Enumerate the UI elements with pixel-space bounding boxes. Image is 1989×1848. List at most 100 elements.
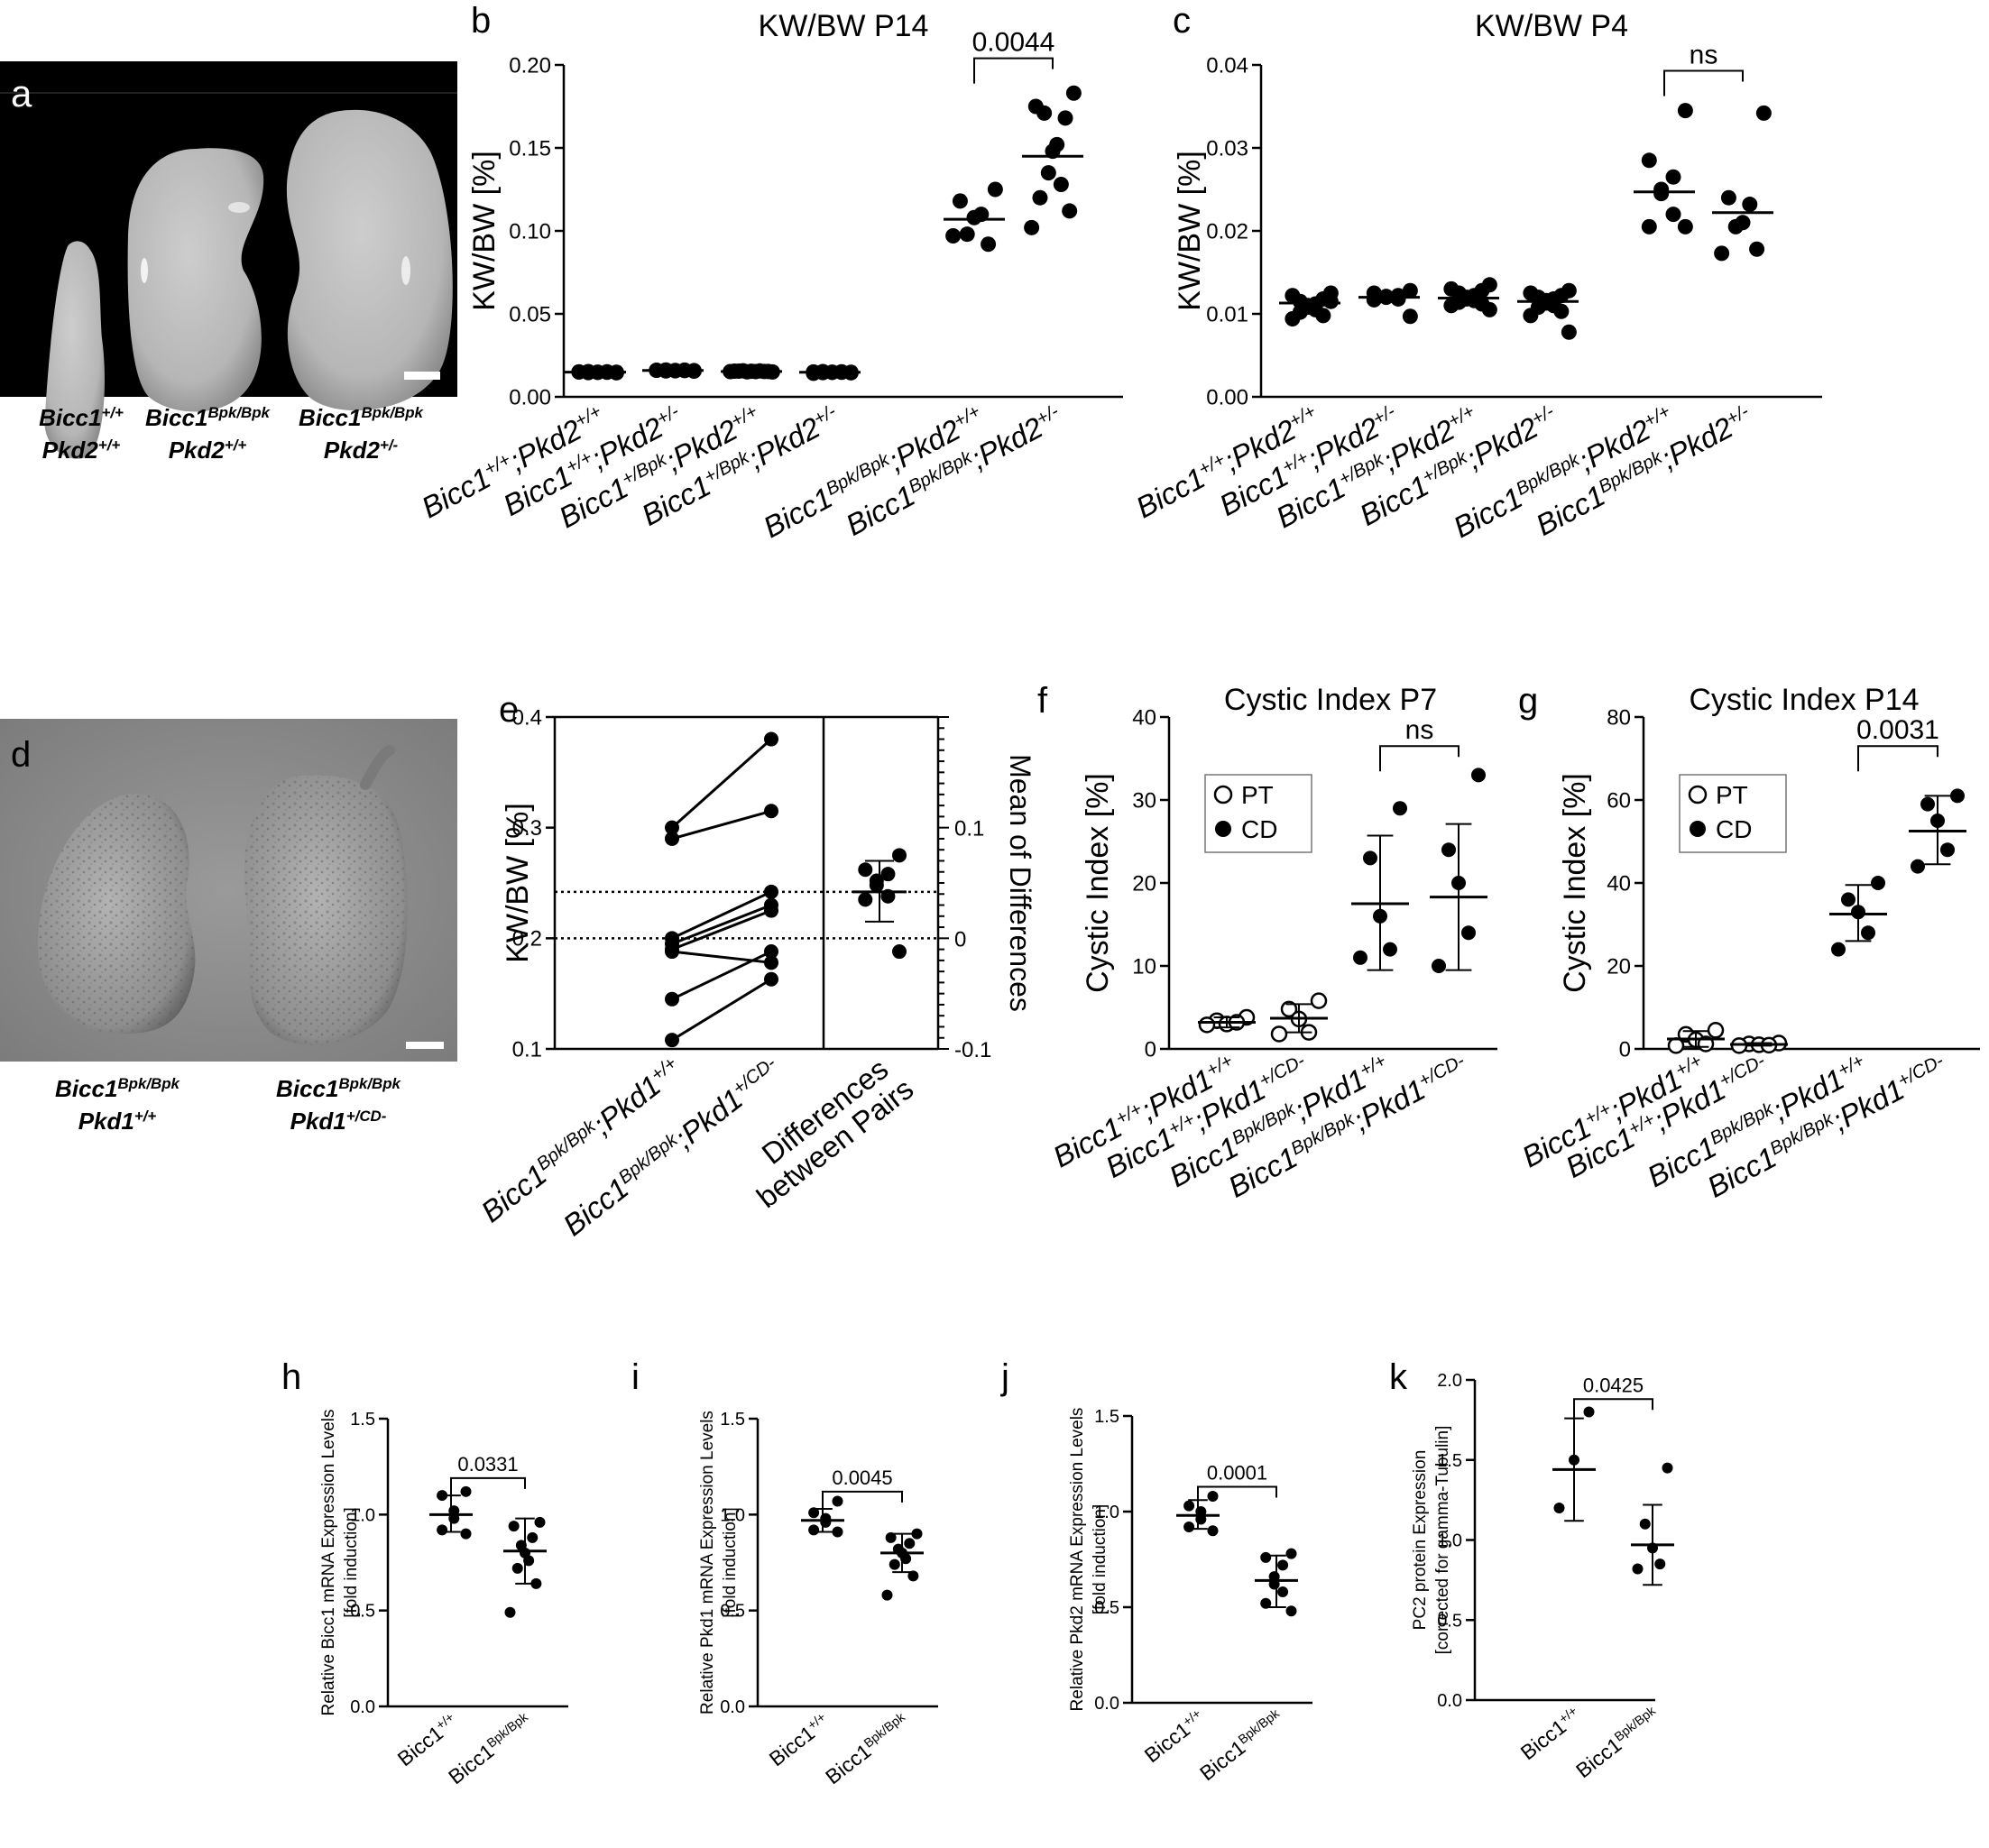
y-axis-label: Relative Pkd1 mRNA Expression Levels [698, 1411, 717, 1715]
y-tick-label: 1.5 [1094, 1407, 1119, 1427]
right-tick-label: 0.1 [954, 817, 984, 841]
p-value-label: ns [1405, 715, 1434, 745]
chart-e: 0.1 0.2 0.3 0.4 KW/BW [%] -0.1 0 0.1 Mean of Dif… [474, 705, 1036, 1242]
photo-label-line: Bicc1+/+ [39, 404, 124, 432]
data-point [764, 884, 778, 899]
photo-label-line: Pkd2+/+ [42, 437, 121, 464]
y-tick-label: 20 [1607, 954, 1631, 979]
x-tick-label: Bicc1+/+ [765, 1709, 834, 1770]
legend-label: CD [1716, 815, 1752, 843]
data-point [1749, 241, 1765, 257]
y-tick-label: 2.0 [1437, 1371, 1462, 1391]
kidney-medium [127, 148, 264, 412]
panel-letter-k: k [1389, 1357, 1408, 1397]
p-value-label: 0.0031 [1856, 715, 1939, 745]
pair-line [671, 904, 772, 945]
data-point [1481, 301, 1497, 317]
data-point [1871, 876, 1885, 890]
data-point [1654, 1558, 1666, 1570]
data-point [1920, 796, 1935, 812]
data-point [1183, 1521, 1195, 1532]
data-point [504, 1606, 516, 1618]
y-tick-label: 0.0 [1437, 1691, 1462, 1711]
pair-line [671, 950, 772, 964]
label-base: Pkd1 [78, 1108, 134, 1135]
pair-line [671, 890, 772, 940]
y-tick-label: 0.10 [509, 219, 551, 244]
label-part: Bpk/Bpk [532, 1115, 601, 1174]
data-point [1639, 1518, 1651, 1530]
label-part: +/CD- [1894, 1050, 1948, 1091]
y-tick-label: 1.0 [1094, 1503, 1119, 1522]
data-point [523, 1555, 535, 1567]
data-point [1366, 291, 1382, 308]
data-point [987, 181, 1003, 198]
data-point [1561, 324, 1577, 340]
data-point [665, 820, 679, 835]
y-tick-label: 1.0 [1437, 1531, 1462, 1551]
data-point [764, 944, 778, 960]
legend-box [1204, 774, 1312, 853]
data-point [508, 1521, 520, 1532]
data-point [460, 1528, 472, 1540]
y-tick-label: 1.5 [1437, 1451, 1462, 1471]
photo-label-line: Pkd2+/+ [169, 437, 247, 464]
y-tick-label: 0.00 [509, 385, 551, 409]
pair-line [671, 909, 772, 951]
y-tick-label: 60 [1607, 788, 1631, 813]
data-point [1315, 308, 1331, 324]
data-point [1285, 311, 1301, 327]
label-base: Bicc1 [276, 1075, 338, 1102]
data-point [1653, 186, 1670, 202]
label-sup: Bpk/Bpk [361, 404, 424, 421]
data-point [437, 1524, 448, 1536]
data-point [959, 226, 975, 243]
data-point [808, 1524, 820, 1536]
data-point [1755, 105, 1772, 121]
data-point [1841, 892, 1855, 907]
data-point [885, 1531, 897, 1543]
panel-letter-c: c [1173, 1, 1191, 41]
photo-label-line: Pkd1+/CD- [290, 1108, 387, 1135]
data-point [1665, 207, 1681, 223]
y-tick-label: 0.20 [509, 53, 551, 78]
data-point [832, 1495, 843, 1507]
chart-b: 0.00 0.05 0.10 0.15 0.20 KW/BW [%] KW/BW P14 0.… [416, 9, 1123, 544]
p-value-label: 0.0331 [457, 1453, 518, 1476]
data-point [1383, 942, 1397, 957]
data-point [1390, 290, 1406, 307]
data-point [904, 1538, 916, 1549]
y-axis-label: [fold induction] [342, 1507, 361, 1618]
chart-title: KW/BW P14 [759, 9, 929, 43]
data-point [1632, 1563, 1644, 1575]
kidney-large [286, 109, 453, 411]
data-point [1285, 1605, 1297, 1617]
chart-h: 0.0 0.5 1.0 1.5 Relative Bicc1 mRNA Expressi… [319, 1409, 568, 1788]
scale-bar [404, 372, 440, 380]
data-point [981, 236, 997, 253]
data-point [764, 971, 778, 987]
y-axis-label: [fold induction] [721, 1507, 740, 1618]
label-base: Pkd1 [290, 1108, 346, 1135]
data-point [1677, 103, 1693, 119]
panel-letter-d: d [11, 735, 31, 775]
data-point [1665, 169, 1681, 185]
y-tick-label: 30 [1132, 788, 1156, 813]
data-point [1742, 197, 1758, 213]
data-point [1443, 298, 1460, 314]
data-point [1065, 85, 1082, 101]
panel-letter-j: j [1000, 1357, 1009, 1397]
data-point [952, 193, 968, 209]
data-point [1677, 218, 1693, 234]
data-point [511, 1562, 523, 1574]
difference-point [858, 892, 873, 907]
x-tick-label: Bicc1Bpk/Bpk;Pkd1+/CD- [557, 1052, 787, 1242]
data-point [1662, 1462, 1673, 1474]
label-part: +/CD- [729, 1053, 780, 1099]
photo-label-line: Bicc1Bpk/Bpk [276, 1075, 402, 1103]
y-tick-label: 40 [1607, 871, 1631, 896]
x-tick-label: Bicc1+/+ [1140, 1705, 1210, 1767]
data-point [1432, 959, 1446, 973]
